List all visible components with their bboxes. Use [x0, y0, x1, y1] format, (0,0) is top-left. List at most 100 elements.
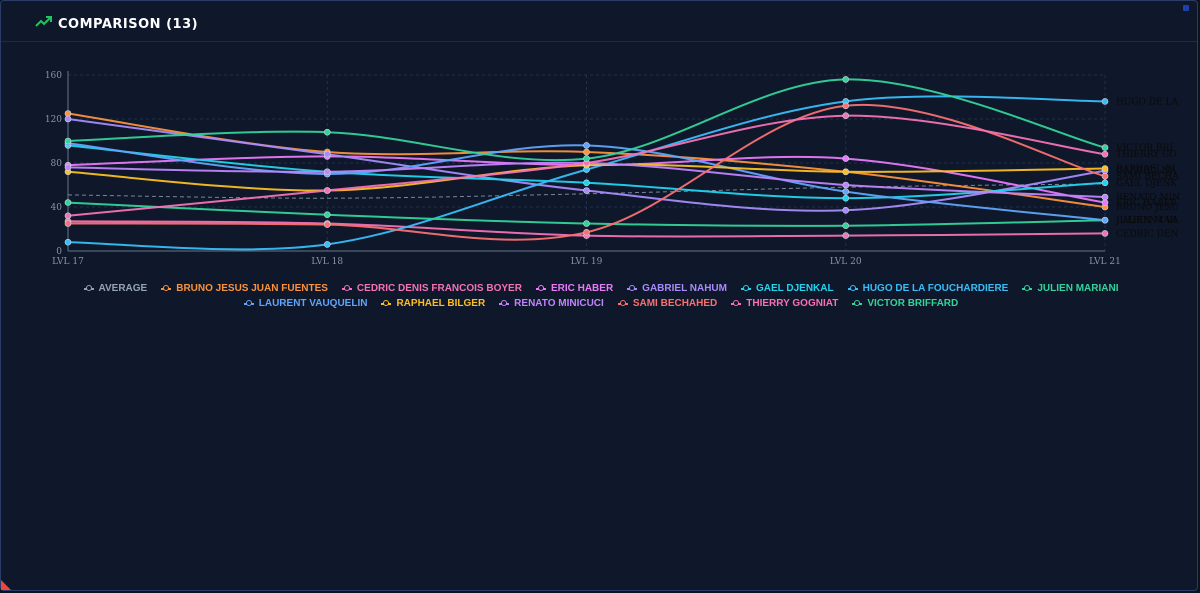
- panel-title: COMPARISON (13): [58, 17, 199, 32]
- data-point-thierry-gogniat: [323, 187, 331, 194]
- end-label-raphael-bilger: RAPHAEL BI: [1116, 165, 1176, 175]
- data-point-gabriel-nahum: [64, 115, 72, 123]
- legend-swatch: [617, 299, 628, 306]
- data-point-gabriel-nahum: [583, 187, 590, 194]
- end-label-thierry-gogniat: THIERRY GO: [1116, 150, 1177, 160]
- legend-item-sami-bechahed[interactable]: SAMI BECHAHED: [617, 298, 717, 309]
- end-label-hugo-de-la-fouchardiere: HUGO DE LA: [1116, 97, 1178, 107]
- panel-header: COMPARISON (13): [1, 1, 1197, 42]
- legend-item-raphael-bilger[interactable]: RAPHAEL BILGER: [381, 298, 485, 309]
- x-tick-label: LVL 17: [52, 257, 84, 267]
- legend-label: RENATO MINICUCI: [514, 298, 604, 309]
- legend-item-julien-mariani[interactable]: JULIEN MARIANI: [1022, 283, 1118, 294]
- end-label-julien-mariani: JULIEN MAR: [1115, 216, 1177, 226]
- data-point-gael-djenkal: [1101, 179, 1109, 187]
- legend-swatch: [535, 284, 546, 291]
- legend-swatch: [627, 284, 638, 291]
- x-tick-label: LVL 18: [311, 257, 343, 267]
- data-point-julien-mariani: [842, 222, 850, 229]
- legend-swatch: [731, 299, 742, 306]
- legend-label: VICTOR BRIFFARD: [867, 298, 959, 309]
- data-point-raphael-bilger: [842, 168, 850, 176]
- legend-label: LAURENT VAUQUELIN: [258, 298, 368, 309]
- data-point-eric-haber: [842, 155, 850, 162]
- data-point-sami-bechahed: [323, 221, 331, 228]
- data-point-victor-briffard: [583, 155, 590, 162]
- data-point-hugo-de-la-fouchardiere: [323, 241, 331, 248]
- data-point-sami-bechahed: [842, 102, 850, 110]
- legend-item-thierry-gogniat[interactable]: THIERRY GOGNIAT: [731, 298, 838, 309]
- data-point-laurent-vauquelin: [842, 188, 850, 195]
- legend-item-eric-haber[interactable]: ERIC HABER: [535, 283, 613, 294]
- legend-label: THIERRY GOGNIAT: [746, 298, 839, 309]
- legend-swatch: [741, 284, 751, 291]
- data-point-renato-minicuci: [64, 164, 72, 171]
- end-label-cedric-denis-francois-boyer: CEDRIC DEN: [1116, 229, 1179, 239]
- legend-swatch: [499, 299, 510, 306]
- end-label-gael-djenkal: GAEL DJENK: [1116, 179, 1177, 189]
- data-point-renato-minicuci: [1101, 193, 1109, 201]
- data-point-thierry-gogniat: [842, 112, 850, 119]
- legend-item-bruno-jesus-juan-fuentes[interactable]: BRUNO JESUS JUAN FUENTES: [161, 283, 328, 294]
- legend-item-cedric-denis-francois-boyer[interactable]: CEDRIC DENIS FRANCOIS BOYER: [341, 283, 522, 294]
- data-point-victor-briffard: [323, 128, 331, 136]
- end-label-bruno-jesus-juan-fuentes: BRUNO JESU: [1116, 203, 1179, 213]
- legend-label: BRUNO JESUS JUAN FUENTES: [176, 283, 328, 294]
- data-point-julien-mariani: [583, 220, 590, 227]
- data-point-eric-haber: [1101, 199, 1109, 206]
- y-tick-label: 0: [56, 247, 62, 257]
- legend-swatch: [243, 299, 254, 306]
- legend-item-laurent-vauquelin[interactable]: LAURENT VAUQUELIN: [243, 298, 368, 309]
- end-label-gabriel-nahum: GABRIEL NA: [1116, 167, 1177, 177]
- corner-flag: [1, 580, 11, 590]
- data-point-gael-djenkal: [842, 194, 850, 202]
- legend-swatch: [83, 284, 94, 291]
- data-point-thierry-gogniat: [1101, 150, 1109, 158]
- data-point-gabriel-nahum: [842, 207, 850, 214]
- data-point-gael-djenkal: [583, 179, 590, 187]
- data-point-bruno-jesus-juan-fuentes: [64, 110, 72, 117]
- legend-item-average[interactable]: AVERAGE: [83, 283, 147, 294]
- data-point-victor-briffard: [1101, 144, 1109, 151]
- x-tick-label: LVL 21: [1089, 257, 1121, 267]
- legend-swatch: [161, 284, 172, 291]
- legend-item-gael-djenkal[interactable]: GAEL DJENKAL: [741, 283, 834, 294]
- y-tick-label: 120: [45, 115, 62, 125]
- data-point-victor-briffard: [842, 76, 850, 83]
- legend-label: GABRIEL NAHUM: [642, 283, 727, 294]
- data-point-bruno-jesus-juan-fuentes: [583, 148, 590, 156]
- data-point-gabriel-nahum: [323, 150, 331, 158]
- legend-label: HUGO DE LA FOUCHARDIERE: [862, 283, 1009, 294]
- legend-label: RAPHAEL BILGER: [396, 298, 486, 309]
- series-line-average: [67, 183, 1106, 199]
- y-tick-label: 40: [51, 203, 63, 213]
- data-point-sami-bechahed: [64, 220, 72, 227]
- legend-item-renato-minicuci[interactable]: RENATO MINICUCI: [499, 298, 604, 309]
- legend-item-hugo-de-la-fouchardiere[interactable]: HUGO DE LA FOUCHARDIERE: [847, 283, 1009, 294]
- trending-up-icon: [35, 16, 52, 27]
- chart-legend: AVERAGE BRUNO JESUS JUAN FUENTES CEDRIC DE…: [31, 283, 1171, 309]
- end-label-laurent-vauquelin: LAURENT VA: [1116, 216, 1179, 226]
- data-point-laurent-vauquelin: [1101, 216, 1109, 224]
- data-point-raphael-bilger: [1101, 165, 1109, 172]
- end-label-eric-haber: ERIC HABER: [1116, 199, 1177, 209]
- legend-label: CEDRIC DENIS FRANCOIS BOYER: [356, 283, 522, 294]
- legend-swatch: [381, 299, 392, 306]
- data-point-sami-bechahed: [1101, 172, 1109, 180]
- legend-item-gabriel-nahum[interactable]: GABRIEL NAHUM: [627, 283, 727, 294]
- data-point-renato-minicuci: [842, 181, 850, 189]
- data-point-hugo-de-la-fouchardiere: [64, 238, 72, 246]
- x-tick-label: LVL 20: [830, 257, 862, 267]
- y-tick-label: 80: [51, 159, 63, 169]
- corner-indicator: [1183, 5, 1189, 11]
- legend-item-victor-briffard[interactable]: VICTOR BRIFFARD: [852, 298, 958, 309]
- legend-label: JULIEN MARIANI: [1037, 283, 1119, 294]
- data-point-laurent-vauquelin: [583, 142, 590, 149]
- end-label-sami-bechahed: SAMI BECHA: [1116, 172, 1179, 182]
- data-point-julien-mariani: [64, 199, 72, 206]
- data-point-hugo-de-la-fouchardiere: [1101, 98, 1109, 105]
- end-label-renato-minicuci: RENATO MIN: [1116, 193, 1180, 203]
- legend-swatch: [847, 284, 858, 291]
- data-point-julien-mariani: [323, 211, 331, 218]
